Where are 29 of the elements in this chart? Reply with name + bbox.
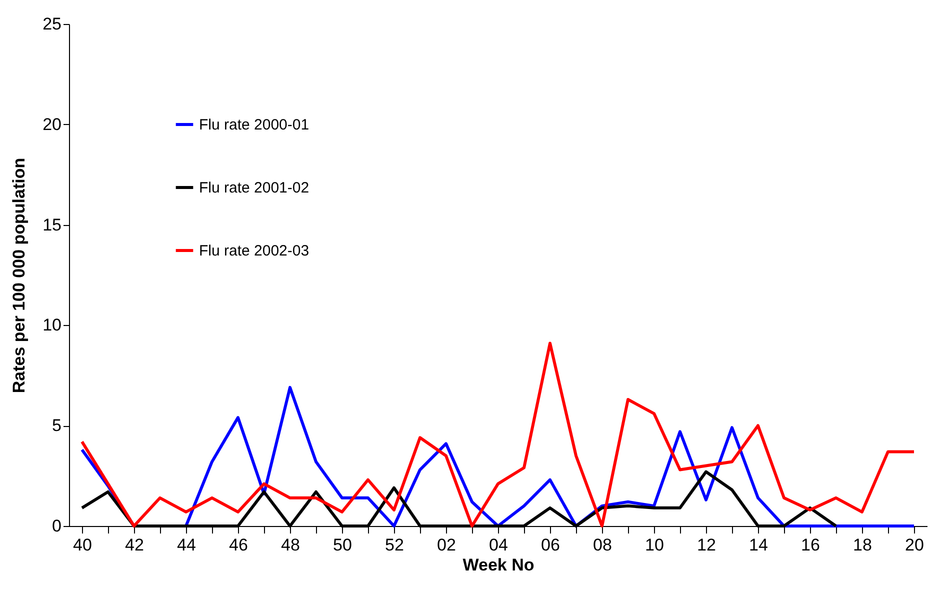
x-tick-label: 46 bbox=[229, 536, 248, 554]
x-tick-label: 04 bbox=[489, 536, 508, 554]
x-tick-label: 40 bbox=[73, 536, 92, 554]
legend-label: Flu rate 2001-02 bbox=[199, 180, 310, 196]
x-tick-label: 42 bbox=[125, 536, 144, 554]
x-tick-label: 18 bbox=[853, 536, 872, 554]
x-tick-label: 16 bbox=[801, 536, 820, 554]
x-tick-label: 44 bbox=[177, 536, 196, 554]
y-tick-label: 20 bbox=[42, 114, 62, 134]
y-tick-label: 10 bbox=[42, 316, 62, 335]
legend-label: Flu rate 2002-03 bbox=[199, 242, 310, 260]
x-tick-label: 08 bbox=[593, 536, 612, 554]
x-tick-label: 10 bbox=[645, 536, 664, 554]
y-tick-label: 5 bbox=[52, 416, 62, 436]
y-tick-label: 15 bbox=[42, 215, 62, 234]
x-tick-label: 50 bbox=[333, 536, 352, 554]
x-tick-label: 06 bbox=[541, 536, 560, 554]
x-tick-label: 52 bbox=[385, 536, 404, 554]
line-series bbox=[80, 342, 916, 528]
x-axis-title: Week No bbox=[462, 556, 534, 574]
x-tick-label: 14 bbox=[749, 536, 768, 554]
legend-label: Flu rate 2000-01 bbox=[199, 116, 310, 134]
x-tick-label: 48 bbox=[281, 536, 300, 554]
x-tick-label: 12 bbox=[697, 536, 716, 554]
x-tick-label: 20 bbox=[905, 536, 924, 554]
y-axis-title: Rates per 100 000 population bbox=[10, 158, 29, 394]
x-tick-label: 02 bbox=[437, 536, 456, 554]
y-tick-label: 0 bbox=[52, 516, 62, 536]
y-tick-label: 25 bbox=[42, 14, 62, 34]
